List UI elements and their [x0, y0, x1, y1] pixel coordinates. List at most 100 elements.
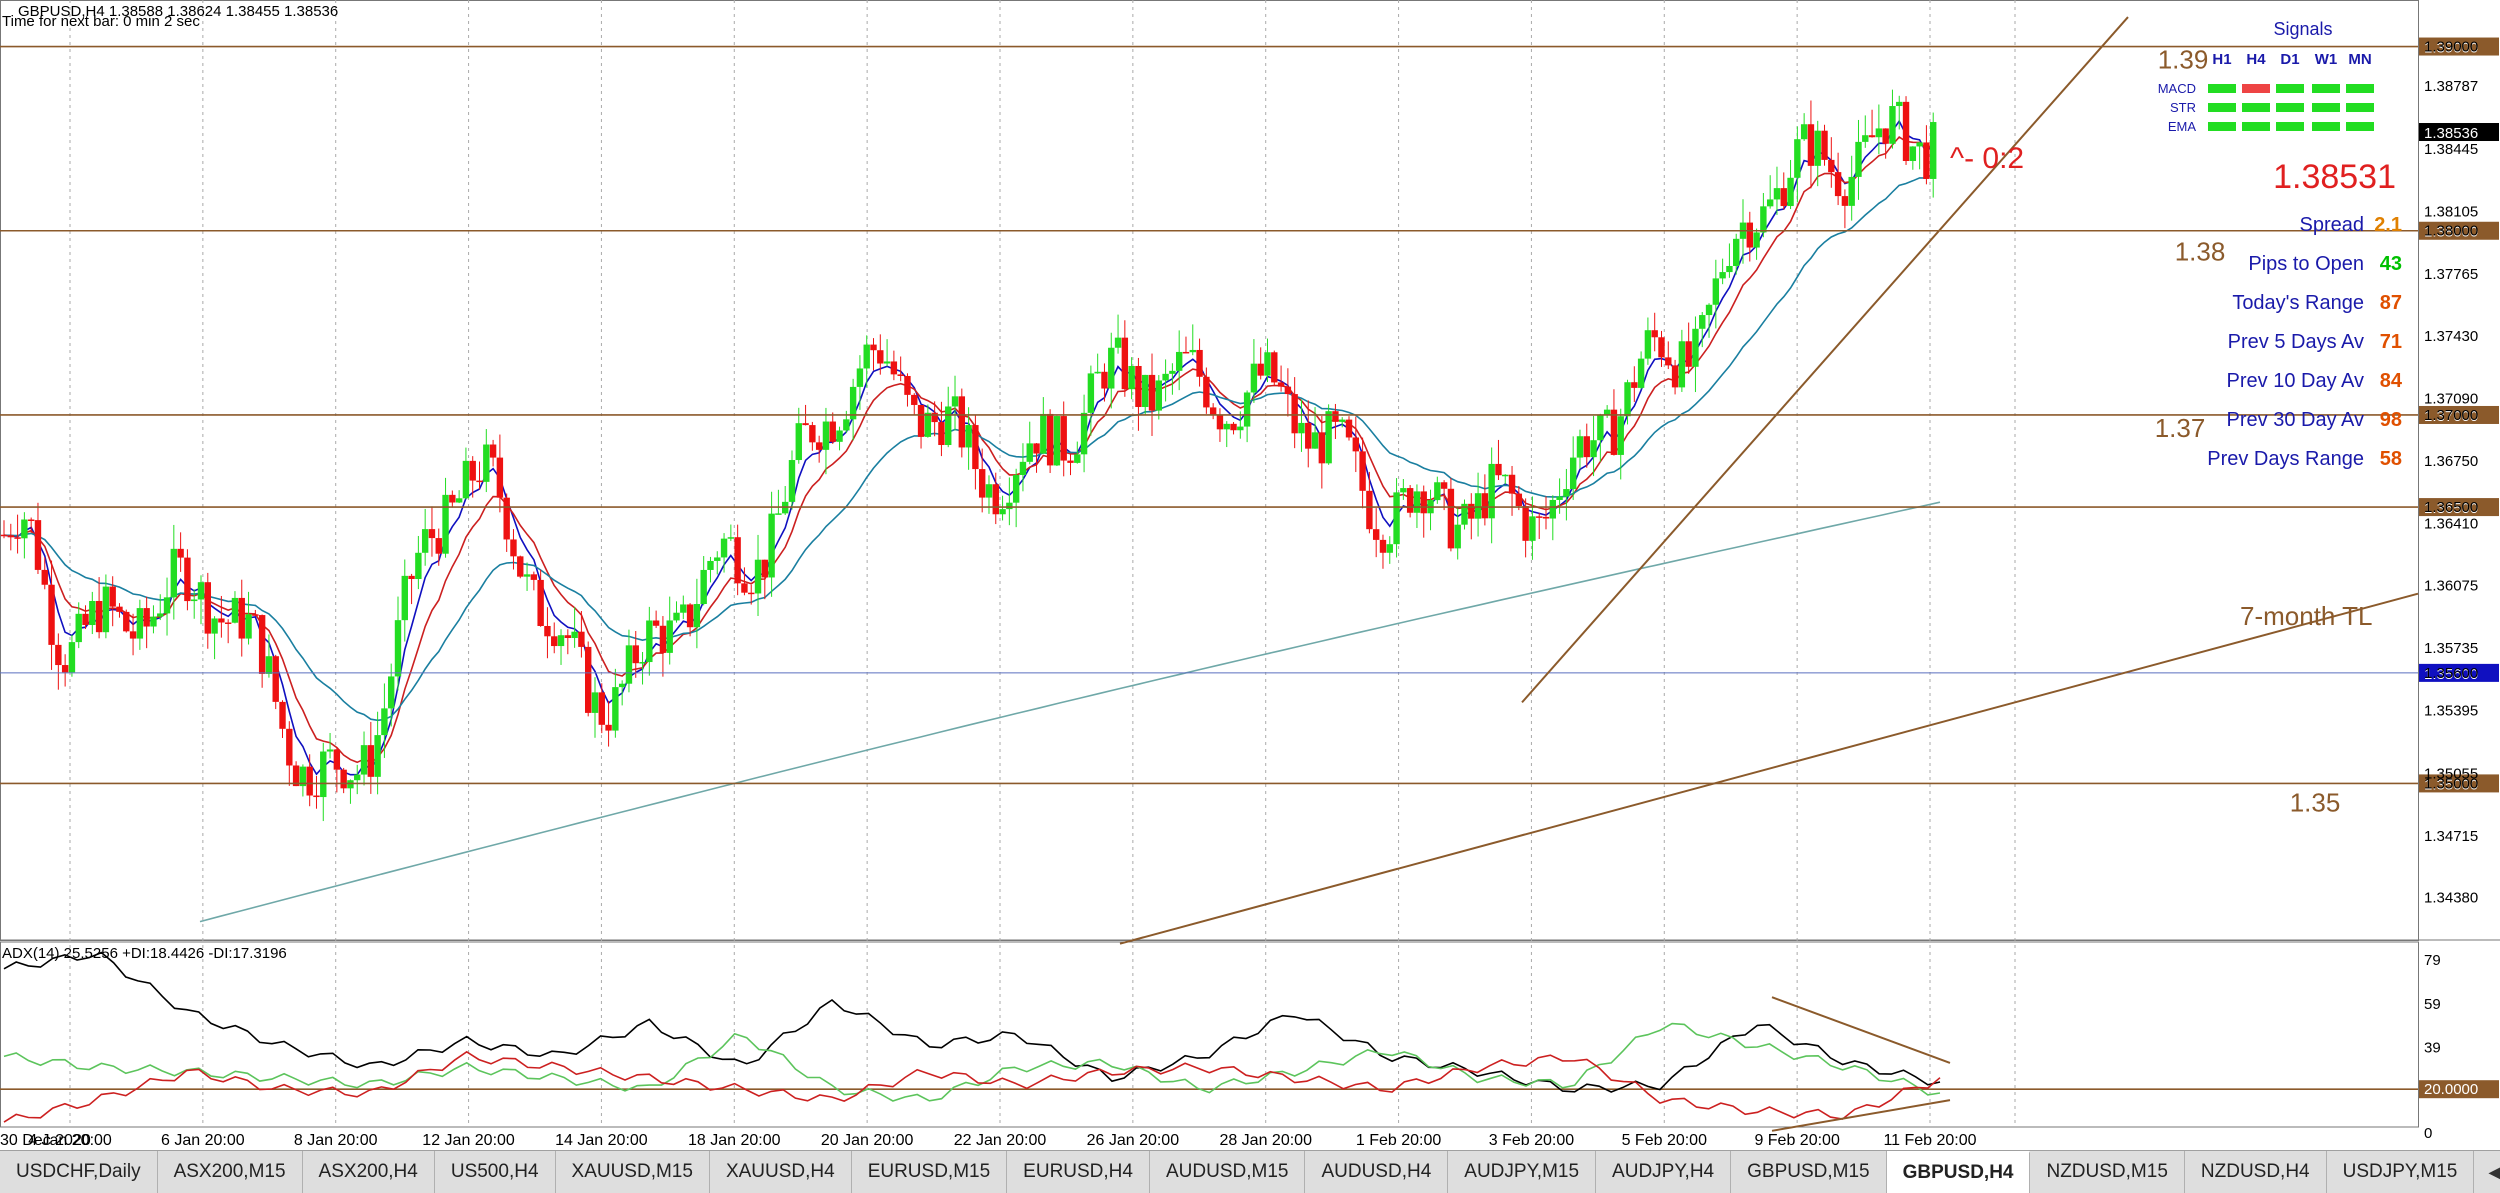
candle-body [625, 645, 633, 684]
candle-body [7, 535, 14, 538]
candle-body [1868, 135, 1876, 138]
candle-body [1875, 128, 1883, 138]
candle-body [1481, 493, 1489, 519]
tab-scroll-left-icon[interactable]: ◀ [2488, 1161, 2500, 1182]
chart-tab[interactable]: XAUUSD,H4 [709, 1151, 852, 1193]
chart-tab[interactable]: USDJPY,M15 [2326, 1151, 2475, 1193]
chart-tab[interactable]: US500,H4 [434, 1151, 556, 1193]
candle-body [754, 559, 762, 594]
candle-body [258, 615, 266, 674]
candle-body [313, 795, 320, 798]
candle-body [102, 586, 110, 633]
candle-body [1074, 454, 1081, 463]
candle-body [652, 620, 660, 626]
candle-body [1624, 382, 1631, 417]
candle-body [1828, 159, 1835, 173]
candle-body [129, 631, 137, 639]
price-level-box [2419, 221, 2499, 240]
chart-tab[interactable]: ASX200,H4 [302, 1151, 435, 1193]
chart-tab[interactable]: GBPUSD,M15 [1731, 1151, 1887, 1193]
adx-tick-label: 0 [2424, 1125, 2432, 1142]
price-tick-label: 1.38105 [2424, 203, 2478, 220]
candle-body [530, 574, 538, 580]
candle-body [68, 642, 76, 673]
signal-cell [2208, 103, 2236, 112]
candle-body [442, 494, 449, 554]
candle-body [394, 620, 402, 677]
chart-tab[interactable]: AUDUSD,H4 [1305, 1151, 1449, 1193]
signal-cell [2346, 122, 2374, 131]
candle-body [435, 538, 442, 554]
price-level-box [2419, 405, 2499, 424]
candle-body [177, 548, 184, 558]
chart-tab[interactable]: AUDUSD,M15 [1149, 1151, 1306, 1193]
adx-series-plusminus-di [3, 1022, 1941, 1102]
time-tick-label: 22 Jan 20:00 [954, 1132, 1047, 1149]
price-tick-label: 1.37000 [2424, 407, 2478, 424]
price-level-box-label: 1.39000 [2424, 40, 2478, 57]
candle-body [680, 604, 687, 613]
candle-body [1196, 349, 1203, 377]
chart-tab[interactable]: GBPUSD,H4 [1886, 1151, 2031, 1193]
candle-body [1006, 502, 1013, 510]
candle-body [1121, 337, 1129, 390]
candle-body [1896, 101, 1903, 107]
candle-body [666, 620, 673, 653]
candle-body [1665, 357, 1672, 366]
candle-body [1264, 352, 1271, 376]
candle-body [1033, 443, 1040, 454]
candle-body [1760, 206, 1767, 233]
time-tick-label: 28 Jan 20:00 [1219, 1132, 1312, 1149]
candle-body [1372, 529, 1380, 540]
chart-tab[interactable]: AUDJPY,M15 [1448, 1151, 1597, 1193]
adx-panel: 79 59 39 20.0000 0 [0, 951, 2499, 1142]
adx-tick-label: 59 [2424, 996, 2441, 1013]
chart-tab[interactable]: ASX200,M15 [157, 1151, 303, 1193]
candle-body [761, 559, 769, 578]
adx-label: ADX(14) 25.5256 +DI:18.4426 -DI:17.3196 [2, 945, 287, 962]
adx-series-adx [3, 951, 1941, 1093]
price-level-box [2419, 663, 2499, 682]
candle-body [686, 604, 694, 628]
price-tick-label: 1.35395 [2424, 703, 2478, 720]
candle-body [1209, 407, 1217, 416]
time-tick-label: 9 Feb 20:00 [1754, 1132, 1840, 1149]
candle-body [537, 579, 544, 626]
price-tick-label: 1.36500 [2424, 499, 2478, 516]
signal-timeframe-label: H4 [2246, 51, 2266, 68]
candle-body [1719, 272, 1726, 279]
chart-tab-bar: USDCHF,Daily ASX200,M15 ASX200,H4 US500,H4 X… [0, 1150, 2500, 1193]
info-label: Pips to Open [2248, 253, 2364, 275]
candle-body [1400, 488, 1407, 493]
candle-body [1087, 373, 1095, 413]
chart-tab[interactable]: XAUUSD,M15 [555, 1151, 710, 1193]
candle-body [1488, 463, 1495, 519]
candle-body [897, 374, 904, 376]
chart-tab[interactable]: EURUSD,H4 [1007, 1151, 1150, 1193]
candle-body [1794, 139, 1801, 178]
price-tick-label: 1.35000 [2424, 775, 2478, 792]
candle-body [1325, 411, 1332, 464]
info-label: Prev 5 Days Av [2228, 331, 2364, 353]
info-label: Today's Range [2232, 292, 2364, 314]
chart-tab[interactable]: NZDUSD,H4 [2184, 1151, 2327, 1193]
candle-body [157, 613, 164, 617]
candle-body [1780, 188, 1787, 207]
candle-body [1556, 496, 1563, 500]
chart-tab[interactable]: EURUSD,M15 [851, 1151, 1008, 1193]
chart-tab[interactable]: AUDJPY,H4 [1596, 1151, 1732, 1193]
price-tick-label: 1.34715 [2424, 828, 2478, 845]
candle-body [1685, 341, 1692, 367]
candle-body [1529, 516, 1536, 541]
candle-body [95, 600, 103, 633]
candle-body [1128, 365, 1135, 390]
candle-body [367, 745, 375, 777]
price-chart[interactable]: 1.39000 1.39 1.38000 1.38 1.37000 1.37 1.36500… [0, 0, 2500, 1150]
chart-tab[interactable]: NZDUSD,M15 [2030, 1151, 2185, 1193]
price-levels: 1.39000 1.39 1.38000 1.38 1.37000 1.37 1.36500… [0, 37, 2499, 817]
price-tick-label: 1.35735 [2424, 640, 2478, 657]
candle-body [775, 513, 782, 515]
candle-body [1841, 196, 1849, 206]
candle-body [1080, 412, 1088, 455]
chart-tab[interactable]: USDCHF,Daily [0, 1151, 158, 1193]
